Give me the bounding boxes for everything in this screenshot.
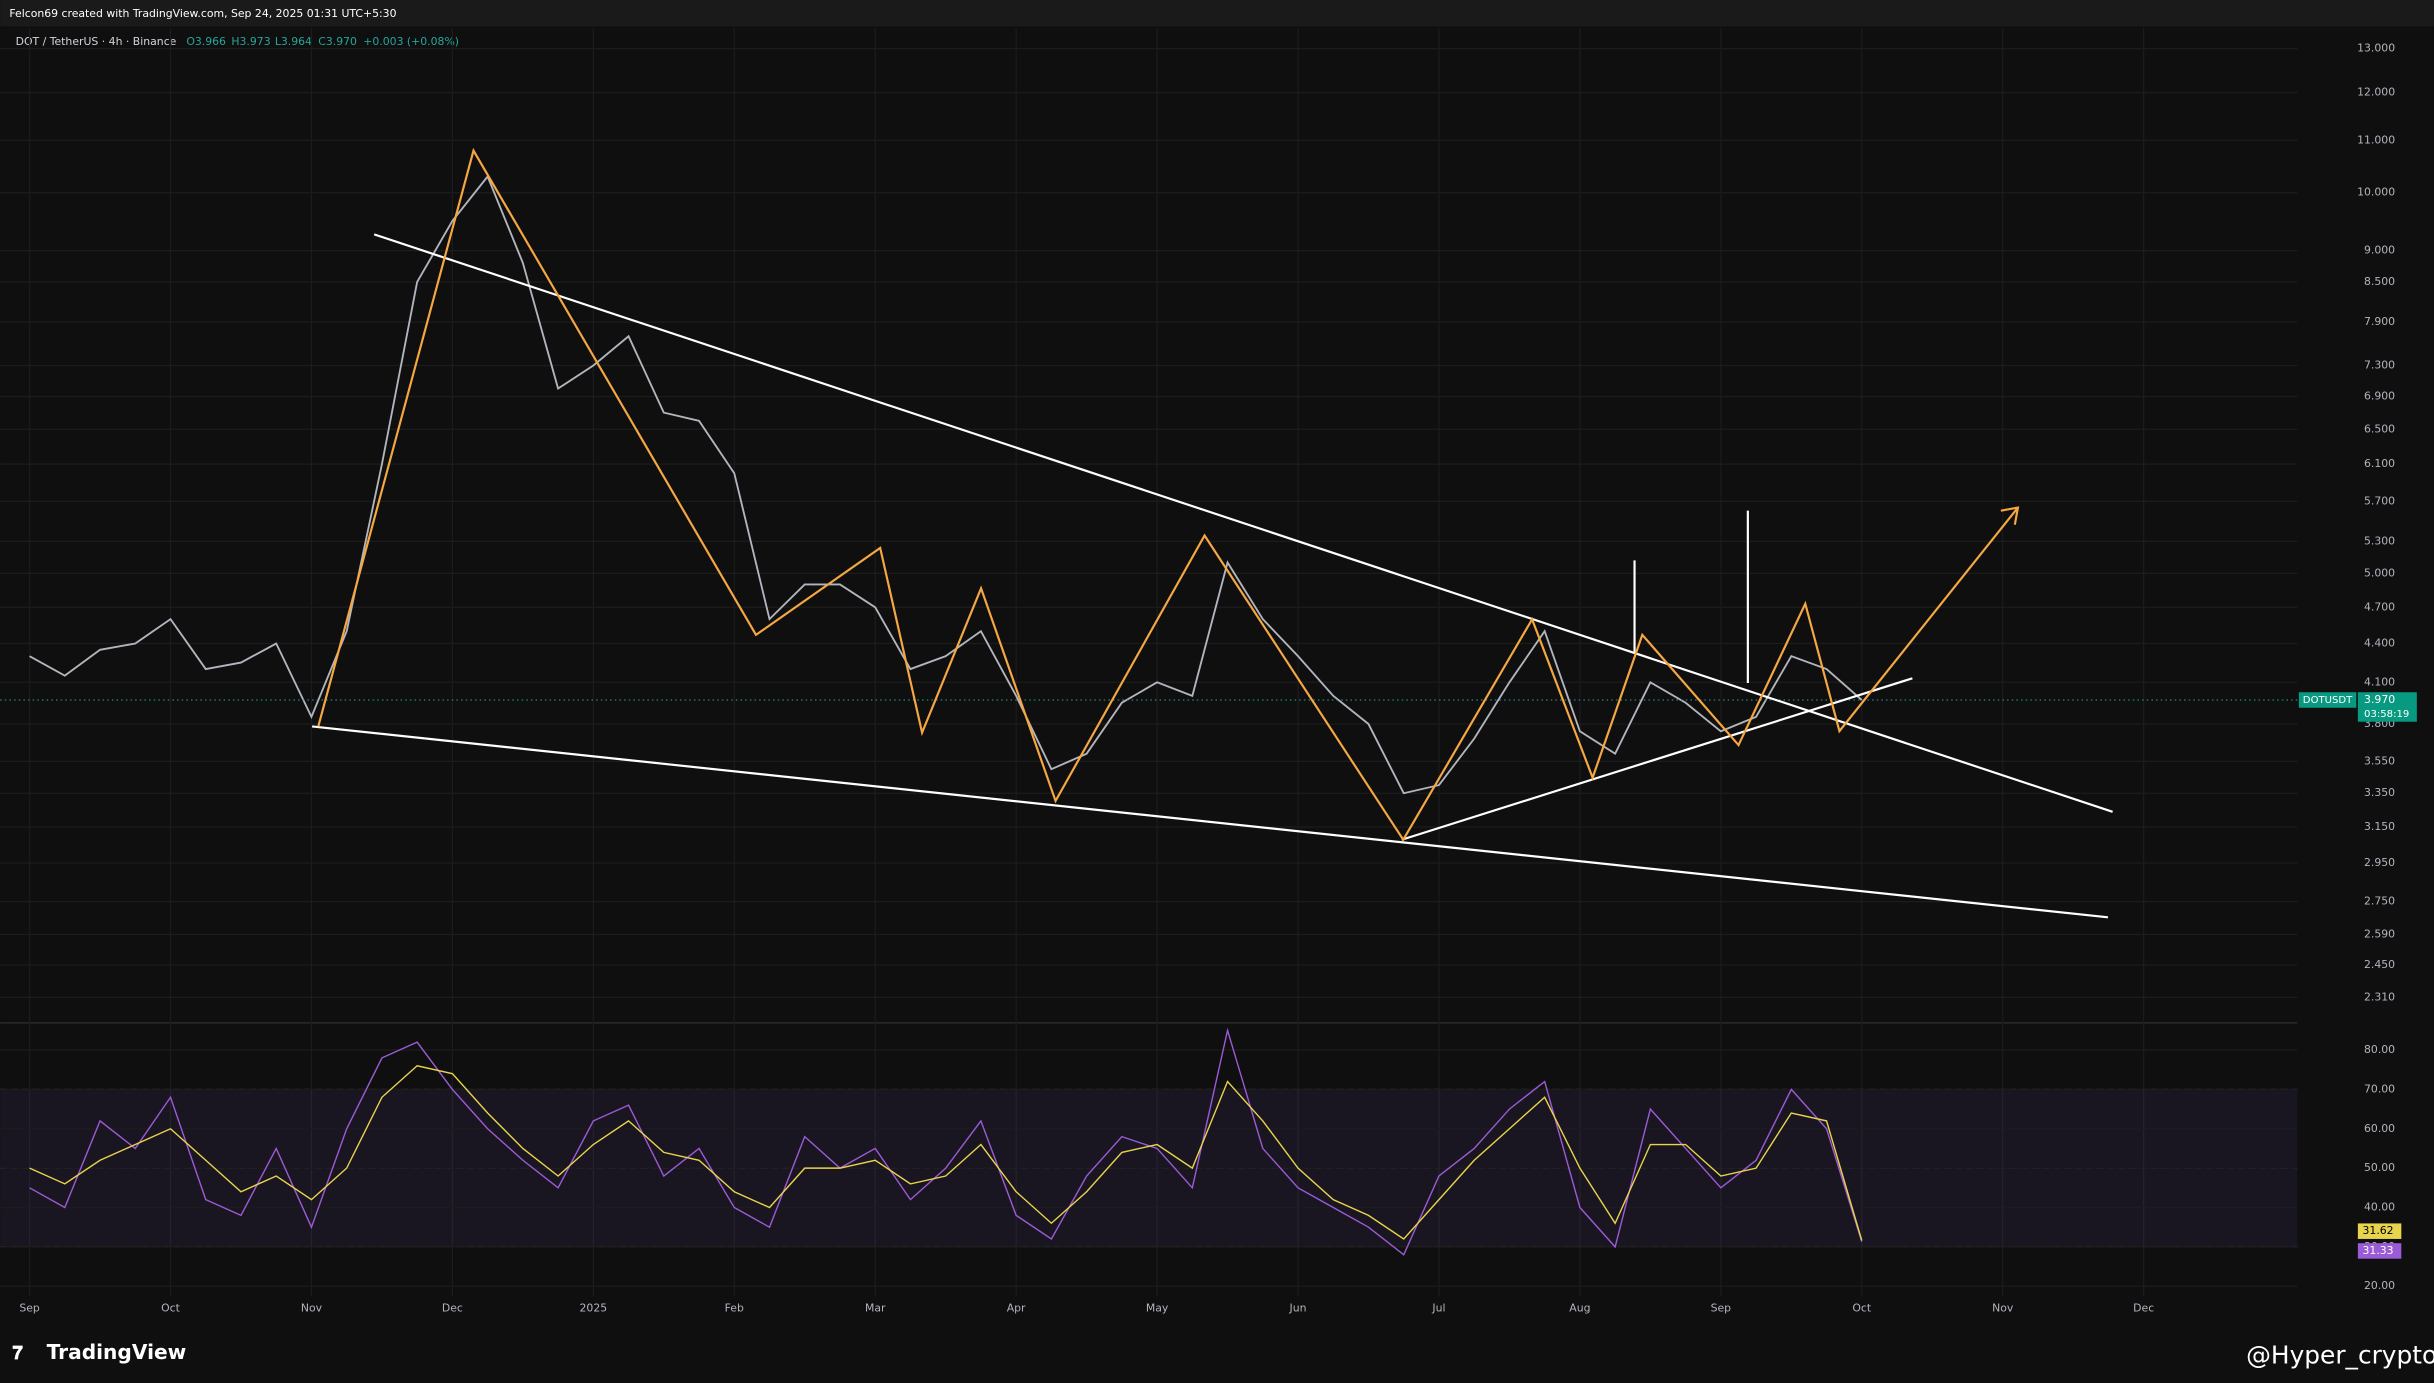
- y-tick-label: 6.900: [2364, 389, 2395, 402]
- rsi-line: [29, 1065, 1863, 1241]
- y-tick-label: 9.000: [2364, 244, 2395, 257]
- y-tick-label: 6.100: [2364, 457, 2395, 470]
- x-tick-label: May: [1146, 1301, 1169, 1314]
- lower-trendline: [311, 725, 2109, 919]
- x-tick-label: Aug: [1569, 1301, 1590, 1314]
- y-tick-label: 5.700: [2364, 494, 2395, 507]
- y-tick-label: 6.500: [2364, 422, 2395, 435]
- x-tick-label: Oct: [1852, 1301, 1871, 1314]
- price-tag: [2357, 692, 2417, 722]
- symbol-tag: [2298, 692, 2357, 708]
- y-tick-label: 3.350: [2364, 786, 2395, 799]
- rsi-line: [29, 1027, 1863, 1256]
- y-tick-label: 4.100: [2364, 675, 2395, 688]
- ohlc-open: O3.966: [186, 35, 226, 48]
- watermark: @Hyper_crypto: [2246, 1341, 2434, 1370]
- y-tick-label: 7.300: [2364, 359, 2395, 372]
- symbol: DOT / TetherUS · 4h · Binance: [16, 35, 177, 48]
- ohlc-high: H3.973: [231, 35, 270, 48]
- x-tick-label: Apr: [1007, 1301, 1026, 1314]
- x-tick-label: Sep: [1711, 1301, 1732, 1314]
- attribution: Felcon69 created with TradingView.com, S…: [9, 7, 396, 20]
- x-tick-label: Feb: [725, 1301, 744, 1314]
- y-tick-label: 12.000: [2357, 86, 2395, 99]
- price-line: [29, 174, 1863, 795]
- arrow-head: [2000, 506, 2020, 525]
- x-tick-label: Oct: [161, 1301, 180, 1314]
- y-tick-label: 3.150: [2364, 820, 2395, 833]
- y-tick-label: 5.000: [2364, 566, 2395, 579]
- grid: [0, 27, 2298, 1297]
- symbol-tag-label: DOTUSDT: [2303, 695, 2353, 706]
- upper-trendline: [373, 233, 2113, 813]
- y-tick-label: 8.500: [2364, 275, 2395, 288]
- y-tick-label: 20.00: [2364, 1279, 2395, 1292]
- y-tick-label: 70.00: [2364, 1082, 2395, 1095]
- x-tick-label: Dec: [2133, 1301, 2154, 1314]
- plot: [0, 174, 2298, 1256]
- ohlc-low: L3.964: [275, 35, 312, 48]
- price-tag-label: 3.970: [2364, 693, 2395, 706]
- y-tick-label: 5.300: [2364, 534, 2395, 547]
- y-tick-label: 10.000: [2357, 186, 2395, 199]
- x-tick-label: 2025: [580, 1301, 608, 1314]
- y-tick-label: 2.310: [2364, 990, 2395, 1003]
- y-tick-label: 2.450: [2364, 958, 2395, 971]
- y-tick-label: 13.000: [2357, 42, 2395, 55]
- x-tick-label: Jun: [1289, 1301, 1307, 1314]
- y-tick-label: 40.00: [2364, 1201, 2395, 1214]
- ohlc-close: C3.970: [318, 35, 357, 48]
- x-tick-label: Nov: [1992, 1301, 2014, 1314]
- x-tick-label: Nov: [301, 1301, 323, 1314]
- y-tick-label: 50.00: [2364, 1161, 2395, 1174]
- y-tick-label: 7.900: [2364, 315, 2395, 328]
- brand: 𝟕: [13, 1343, 24, 1364]
- countdown: 03:58:19: [2364, 709, 2409, 720]
- y-tick-label: 60.00: [2364, 1122, 2395, 1135]
- change: +0.003 (+0.08%): [363, 35, 459, 48]
- rsi-value-tag: [2357, 1223, 2402, 1239]
- support-line: [1401, 677, 1913, 841]
- rsi-value-label: 31.33: [2363, 1244, 2394, 1257]
- top-bar: [0, 0, 2434, 27]
- rsi-value-tag: [2357, 1243, 2402, 1259]
- axes: 13.000 12.000 11.000 10.000 9.000 8.500 7.900 7…: [19, 42, 2417, 1314]
- y-tick-label: 4.700: [2364, 600, 2395, 613]
- x-tick-label: Mar: [865, 1301, 886, 1314]
- footer-bar: [0, 1331, 2434, 1383]
- x-tick-label: Sep: [19, 1301, 40, 1314]
- y-tick-label: 2.590: [2364, 928, 2395, 941]
- symbol-legend: DOT / TetherUS · 4h · Binance O3.966 H3.…: [16, 35, 459, 48]
- rsi-value-label: 31.62: [2363, 1224, 2394, 1237]
- y-tick-label: 2.950: [2364, 856, 2395, 869]
- drawings: [311, 147, 2113, 919]
- brand-name: TradingView: [47, 1340, 187, 1364]
- y-tick-label: 80.00: [2364, 1043, 2395, 1056]
- x-tick-label: Dec: [442, 1301, 463, 1314]
- y-tick-label: 3.550: [2364, 754, 2395, 767]
- y-tick-label: 4.400: [2364, 637, 2395, 650]
- y-tick-label: 11.000: [2357, 133, 2395, 146]
- zigzag-path: [317, 147, 2019, 842]
- x-tick-label: Jul: [1431, 1301, 1445, 1314]
- y-tick-label: 2.750: [2364, 895, 2395, 908]
